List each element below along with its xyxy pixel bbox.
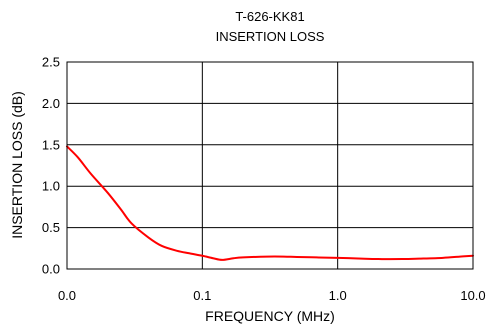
x-tick-label: 0.0 [58, 288, 76, 303]
y-tick-label: 0.0 [42, 262, 60, 277]
x-tick-label: 0.1 [193, 288, 211, 303]
x-axis-title: FREQUENCY (MHz) [205, 308, 335, 324]
y-tick-label: 0.5 [42, 220, 60, 235]
x-tick-label: 1.0 [329, 288, 347, 303]
x-tick-label: 10.0 [460, 288, 485, 303]
y-tick-label: 2.5 [42, 55, 60, 70]
insertion-loss-line [66, 145, 474, 261]
y-tick-label: 2.0 [42, 96, 60, 111]
tick-labels: 0.0 0.5 1.0 1.5 2.0 2.5 0.0 0.1 1.0 10.0 [42, 55, 486, 304]
data-series-layer [66, 145, 474, 261]
y-tick-label: 1.5 [42, 137, 60, 152]
grid [66, 61, 474, 270]
y-axis-title: INSERTION LOSS (dB) [9, 91, 25, 239]
plot-frame [66, 61, 474, 270]
chart-title: T-626-KK81 [235, 9, 304, 24]
y-tick-label: 1.0 [42, 179, 60, 194]
chart-subtitle: INSERTION LOSS [216, 29, 325, 44]
